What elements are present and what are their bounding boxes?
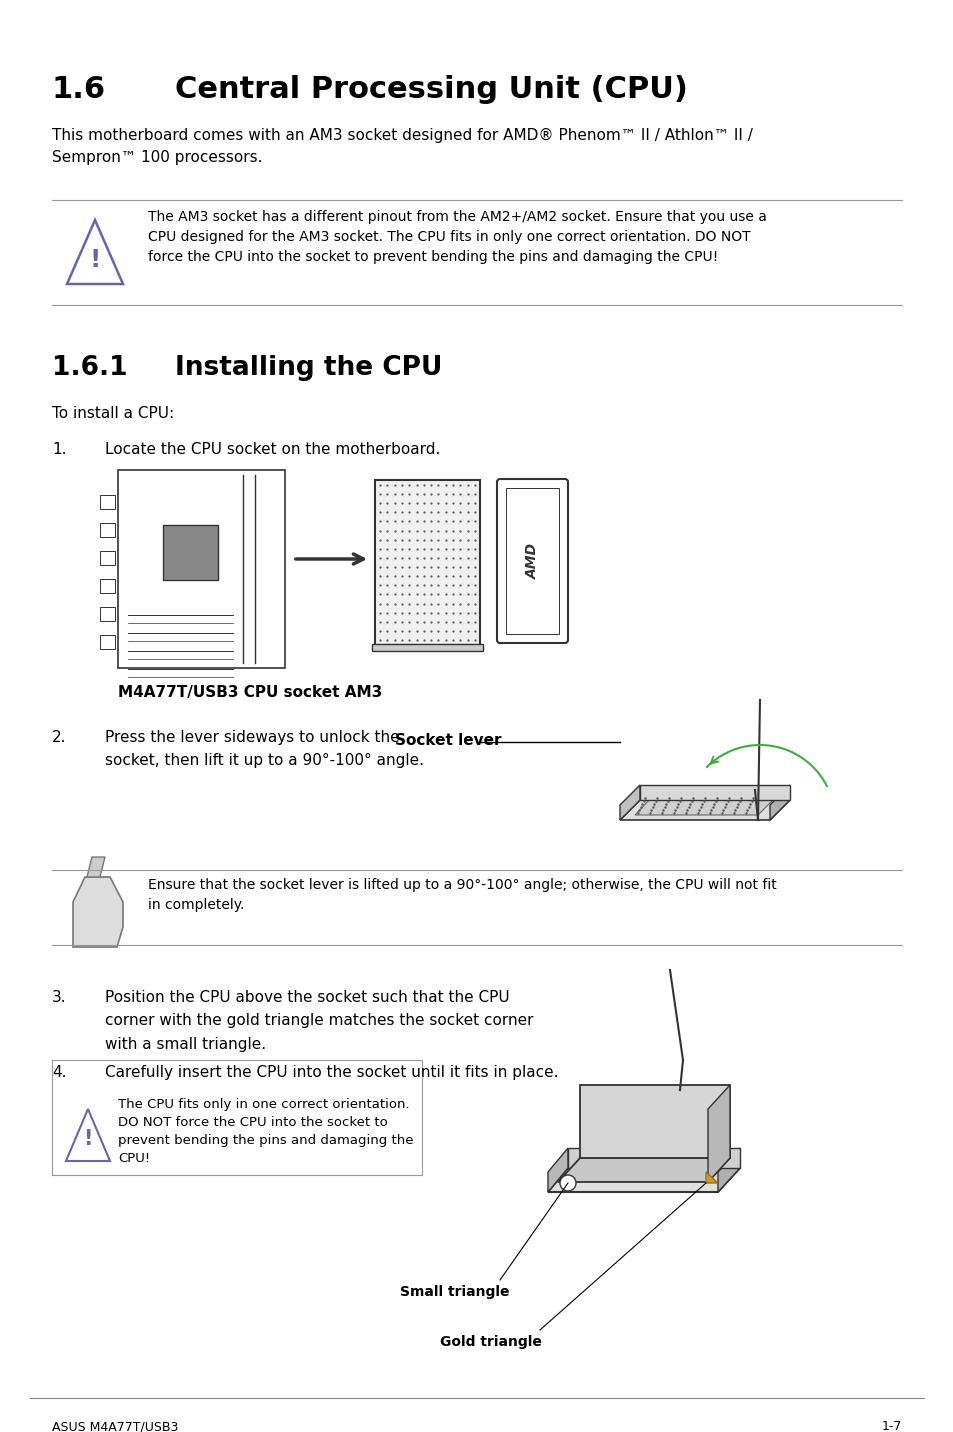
Text: 1-7: 1-7 [881,1421,901,1432]
Polygon shape [547,1169,740,1191]
Text: Gold triangle: Gold triangle [439,1335,541,1349]
Text: This motherboard comes with an AM3 socket designed for AMD® Phenom™ II / Athlon™: This motherboard comes with an AM3 socke… [52,127,752,165]
Text: M4A77T/USB3 CPU socket AM3: M4A77T/USB3 CPU socket AM3 [118,684,382,700]
Text: 1.6.1: 1.6.1 [52,355,128,381]
Text: Locate the CPU socket on the motherboard.: Locate the CPU socket on the motherboard… [105,442,440,457]
Text: 2.: 2. [52,730,67,745]
Text: 3.: 3. [52,990,67,1005]
Polygon shape [619,800,789,821]
Text: 4.: 4. [52,1065,67,1080]
FancyBboxPatch shape [372,644,482,652]
Polygon shape [769,785,789,821]
Polygon shape [707,1085,729,1181]
Text: Central Processing Unit (CPU): Central Processing Unit (CPU) [174,74,687,105]
Text: Press the lever sideways to unlock the
socket, then lift it up to a 90°-100° ang: Press the lever sideways to unlock the s… [105,730,423,769]
Polygon shape [87,856,105,876]
Text: The AM3 socket has a different pinout from the AM2+/AM2 socket. Ensure that you : The AM3 socket has a different pinout fr… [148,211,766,263]
FancyBboxPatch shape [375,480,479,644]
Text: Installing the CPU: Installing the CPU [174,355,442,381]
Text: Socket lever: Socket lever [395,733,501,748]
Circle shape [559,1176,576,1191]
Text: 1.: 1. [52,442,67,457]
Text: Carefully insert the CPU into the socket until it fits in place.: Carefully insert the CPU into the socket… [105,1065,558,1080]
Polygon shape [579,1085,729,1158]
Polygon shape [558,1158,729,1181]
Text: !: ! [83,1128,92,1148]
Polygon shape [705,1171,718,1183]
Text: AMD: AMD [525,543,539,579]
Polygon shape [547,1148,567,1191]
Polygon shape [639,785,789,800]
Text: ASUS M4A77T/USB3: ASUS M4A77T/USB3 [52,1421,178,1432]
FancyBboxPatch shape [163,526,218,580]
Text: Position the CPU above the socket such that the CPU
corner with the gold triangl: Position the CPU above the socket such t… [105,990,533,1051]
Polygon shape [567,1148,740,1169]
Text: !: ! [90,248,101,272]
Text: 1.6: 1.6 [52,74,106,105]
Text: Ensure that the socket lever is lifted up to a 90°-100° angle; otherwise, the CP: Ensure that the socket lever is lifted u… [148,878,776,912]
Text: To install a CPU:: To install a CPU: [52,407,174,421]
Polygon shape [635,798,775,815]
Polygon shape [718,1148,740,1191]
Text: Small triangle: Small triangle [399,1285,509,1299]
Polygon shape [619,785,639,821]
Polygon shape [73,876,123,947]
Text: The CPU fits only in one correct orientation.
DO NOT force the CPU into the sock: The CPU fits only in one correct orienta… [118,1098,413,1166]
